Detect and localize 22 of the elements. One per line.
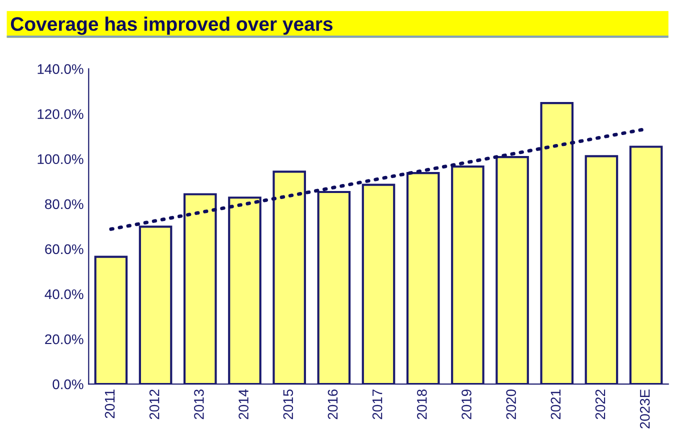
- x-tick-label: 2011: [104, 390, 115, 418]
- x-tick-label: 2022: [595, 390, 606, 420]
- x-tick-label: 2017: [372, 390, 382, 420]
- x-tick-label: 2015: [283, 390, 294, 420]
- x-tick-label: 2019: [462, 390, 472, 420]
- x-tick-label: 2016: [328, 390, 338, 420]
- x-tick-label: 2023E: [640, 390, 650, 428]
- x-tick-label: 2012: [149, 390, 160, 420]
- y-tick-label: 100.0%: [38, 154, 84, 164]
- x-tick-label: 2014: [238, 389, 248, 420]
- chart-title: Coverage has improved over years: [10, 16, 332, 35]
- y-tick-label: 20.0%: [45, 334, 84, 344]
- y-tick-label: 60.0%: [45, 244, 84, 254]
- y-tick-label: 40.0%: [44, 289, 84, 300]
- y-tick-label: 120.0%: [38, 109, 84, 120]
- y-tick-label: 80.0%: [45, 199, 84, 210]
- x-tick-label: 2018: [416, 390, 427, 420]
- y-tick-label: 140.0%: [38, 64, 84, 74]
- y-tick-label: 0.0%: [52, 379, 84, 390]
- x-tick-label: 2020: [506, 389, 516, 420]
- x-tick-label: 2013: [194, 390, 204, 420]
- x-tick-label: 2021: [550, 390, 561, 420]
